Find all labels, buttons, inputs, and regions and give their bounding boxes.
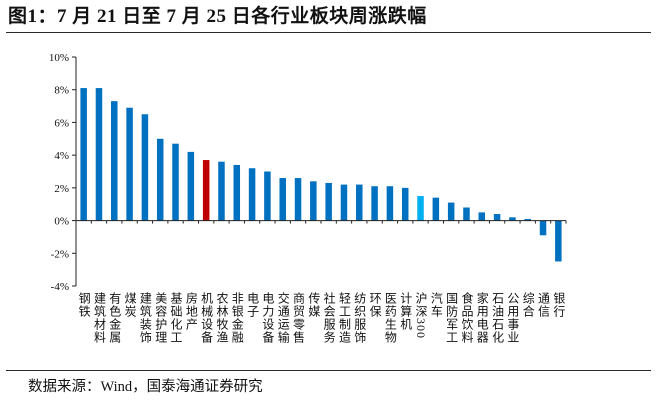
category-label-2: 建筑材料 — [92, 292, 107, 344]
bar-28 — [493, 214, 501, 221]
bar-17 — [325, 182, 332, 221]
category-label-23: 沪深300 — [414, 292, 429, 339]
bar-13 — [264, 171, 271, 221]
source-rule — [6, 370, 651, 371]
bar-31 — [539, 220, 547, 236]
bar-25 — [447, 202, 455, 221]
category-label-18: 轻工制造 — [337, 292, 352, 344]
category-label-13: 电力设备 — [260, 292, 275, 344]
bar-30 — [524, 218, 531, 221]
y-tick-label: 2% — [54, 183, 69, 195]
category-label-31: 通信 — [536, 292, 551, 318]
category-label-20: 环保 — [368, 292, 383, 318]
category-label-21: 医药生物 — [383, 292, 398, 344]
bar-12 — [248, 168, 256, 221]
category-label-30: 综合 — [521, 292, 536, 318]
y-tick-label: 4% — [54, 150, 69, 162]
bar-9 — [202, 160, 210, 221]
category-label-16: 传媒 — [306, 292, 321, 318]
bar-29 — [509, 217, 516, 221]
category-label-25: 国防军工 — [444, 292, 459, 344]
category-label-6: 美容护理 — [153, 292, 168, 344]
bar-6 — [156, 138, 164, 221]
category-label-3: 有色金属 — [107, 292, 122, 344]
y-tick-label: 10% — [49, 52, 69, 64]
y-tick-label: 8% — [54, 85, 69, 97]
bar-3 — [111, 101, 118, 221]
bar-5 — [141, 114, 149, 221]
category-label-9: 机械设备 — [199, 292, 214, 344]
category-label-32: 银行 — [551, 292, 566, 318]
y-tick-label: -2% — [51, 248, 69, 260]
y-tick-label: 6% — [54, 117, 69, 129]
category-label-11: 非银金融 — [230, 292, 245, 344]
bar-10 — [218, 161, 225, 221]
bar-32 — [555, 220, 562, 262]
bar-4 — [126, 107, 133, 221]
category-label-17: 社会服务 — [322, 292, 337, 344]
bar-24 — [432, 197, 440, 221]
bar-23 — [417, 196, 424, 221]
bar-27 — [478, 212, 486, 221]
category-label-10: 农林牧渔 — [214, 292, 229, 344]
figure-title: 图1：7 月 21 日至 7 月 25 日各行业板块周涨跌幅 — [8, 6, 427, 27]
title-rule — [6, 32, 651, 33]
bar-11 — [233, 164, 241, 221]
y-tick-label: 0% — [54, 216, 69, 228]
y-tick-label: -4% — [51, 281, 69, 293]
category-label-15: 商贸零售 — [291, 292, 306, 344]
category-label-28: 石油石化 — [490, 292, 505, 344]
category-label-4: 煤炭 — [123, 292, 138, 318]
bar-20 — [371, 186, 378, 221]
bar-8 — [187, 151, 195, 221]
bar-15 — [294, 178, 302, 221]
category-label-24: 汽车 — [429, 292, 444, 318]
category-label-8: 房地产 — [184, 292, 199, 331]
bar-7 — [172, 143, 179, 221]
category-label-7: 基础化工 — [169, 292, 184, 344]
category-label-22: 计算机 — [398, 292, 413, 331]
bar-21 — [386, 186, 394, 221]
bar-22 — [401, 187, 409, 221]
category-label-27: 家用电器 — [475, 292, 490, 344]
category-label-26: 食品饮料 — [459, 292, 474, 344]
category-label-14: 交通运输 — [276, 292, 291, 344]
bar-26 — [463, 207, 470, 221]
bar-14 — [279, 178, 286, 221]
bar-19 — [356, 184, 363, 221]
bar-1 — [80, 88, 87, 221]
bar-16 — [310, 181, 317, 221]
category-label-29: 公用事业 — [505, 292, 520, 344]
category-label-12: 电子 — [245, 292, 260, 318]
source-note: 数据来源：Wind，国泰海通证券研究 — [28, 379, 263, 395]
category-label-1: 钢铁 — [77, 292, 92, 318]
category-label-19: 纺织服饰 — [352, 292, 367, 344]
bar-2 — [95, 88, 103, 221]
category-label-5: 建筑装饰 — [138, 292, 153, 344]
bar-18 — [340, 184, 348, 221]
